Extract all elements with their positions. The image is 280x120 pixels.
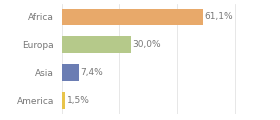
Text: 7,4%: 7,4% — [81, 68, 103, 77]
Bar — [62, 64, 79, 81]
Text: 1,5%: 1,5% — [67, 96, 90, 105]
Text: 30,0%: 30,0% — [133, 40, 161, 49]
Text: 61,1%: 61,1% — [205, 12, 233, 21]
Bar — [62, 9, 203, 25]
Bar — [62, 36, 131, 53]
Bar — [62, 92, 65, 109]
